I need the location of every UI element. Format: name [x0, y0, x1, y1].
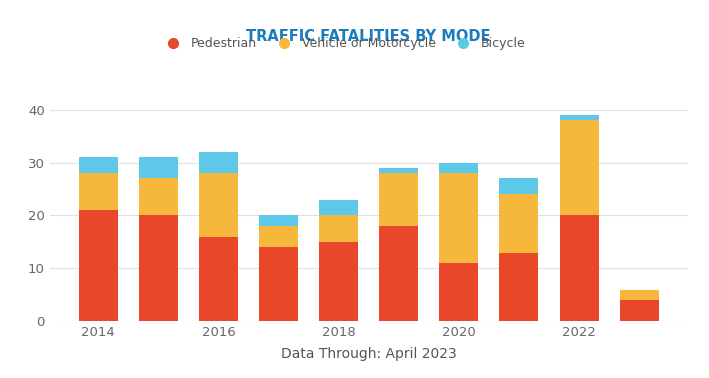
- Bar: [559, 215, 598, 321]
- Bar: [319, 215, 358, 242]
- Legend: Pedestrian, Vehicle or Motorcycle, Bicycle: Pedestrian, Vehicle or Motorcycle, Bicyc…: [161, 37, 525, 50]
- Bar: [79, 210, 118, 321]
- Bar: [79, 157, 118, 173]
- Bar: [139, 215, 178, 321]
- Bar: [379, 226, 418, 321]
- Bar: [440, 173, 479, 263]
- Bar: [499, 178, 539, 194]
- Bar: [199, 152, 238, 173]
- Bar: [79, 173, 118, 210]
- Bar: [199, 237, 238, 321]
- Bar: [259, 215, 298, 226]
- Bar: [319, 200, 358, 215]
- Bar: [559, 115, 598, 120]
- Bar: [139, 157, 178, 178]
- Bar: [620, 290, 659, 300]
- Title: TRAFFIC FATALITIES BY MODE: TRAFFIC FATALITIES BY MODE: [247, 29, 491, 45]
- Bar: [319, 242, 358, 321]
- X-axis label: Data Through: April 2023: Data Through: April 2023: [281, 347, 457, 361]
- Bar: [199, 173, 238, 237]
- Bar: [559, 120, 598, 215]
- Bar: [379, 173, 418, 226]
- Bar: [259, 226, 298, 247]
- Bar: [499, 253, 539, 321]
- Bar: [440, 163, 479, 173]
- Bar: [379, 168, 418, 173]
- Bar: [620, 300, 659, 321]
- Bar: [139, 178, 178, 215]
- Bar: [440, 263, 479, 321]
- Bar: [259, 247, 298, 321]
- Bar: [499, 194, 539, 253]
